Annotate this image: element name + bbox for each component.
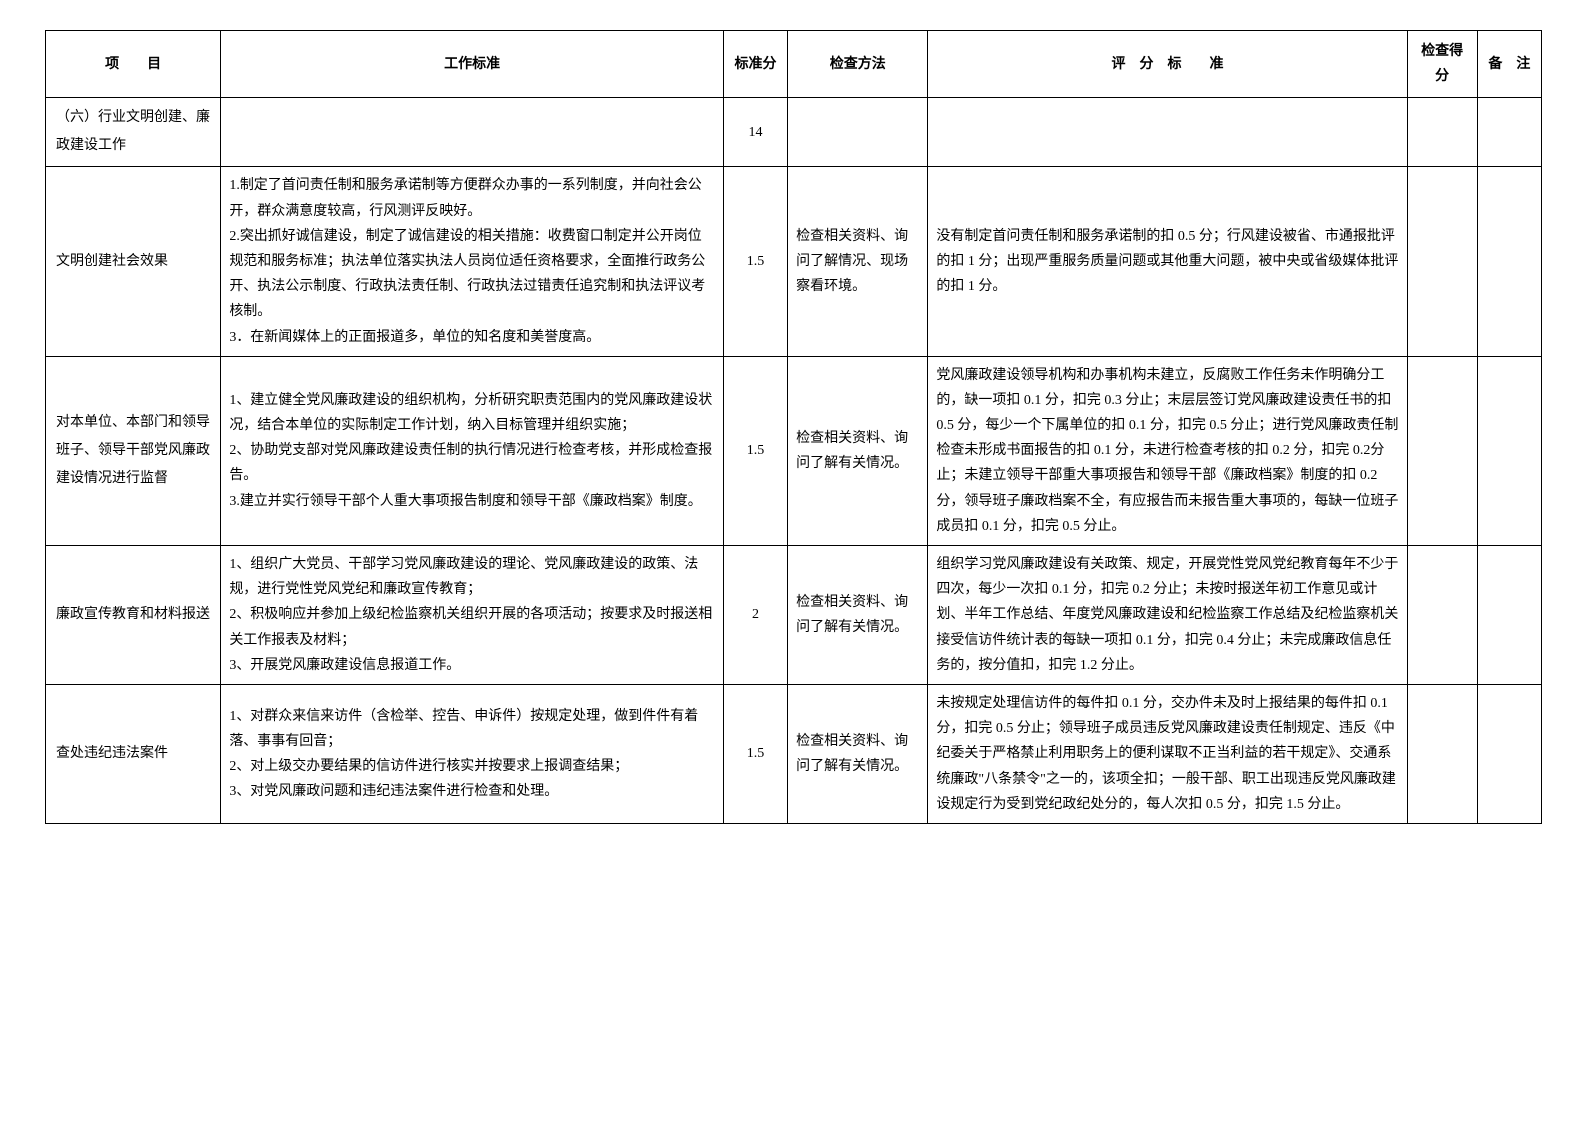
cell-standard <box>221 98 724 167</box>
cell-score: 1.5 <box>723 167 787 356</box>
assessment-table: 项 目 工作标准 标准分 检查方法 评 分 标 准 检查得分 备 注 （六）行业… <box>45 30 1542 824</box>
header-method: 检查方法 <box>788 31 928 98</box>
header-remark: 备 注 <box>1477 31 1541 98</box>
cell-standard: 1、组织广大党员、干部学习党风廉政建设的理论、党风廉政建设的政策、法规，进行党性… <box>221 546 724 685</box>
cell-item: （六）行业文明创建、廉政建设工作 <box>46 98 221 167</box>
cell-score: 1.5 <box>723 356 787 545</box>
cell-method: 检查相关资料、询问了解有关情况。 <box>788 546 928 685</box>
cell-method: 检查相关资料、询问了解情况、现场察看环境。 <box>788 167 928 356</box>
header-item: 项 目 <box>46 31 221 98</box>
header-row: 项 目 工作标准 标准分 检查方法 评 分 标 准 检查得分 备 注 <box>46 31 1542 98</box>
header-standard: 工作标准 <box>221 31 724 98</box>
cell-standard: 1、对群众来信来访件（含检举、控告、申诉件）按规定处理，做到件件有着落、事事有回… <box>221 684 724 823</box>
cell-remark <box>1477 546 1541 685</box>
cell-remark <box>1477 684 1541 823</box>
header-result: 检查得分 <box>1407 31 1477 98</box>
cell-criteria: 党风廉政建设领导机构和办事机构未建立，反腐败工作任务未作明确分工的，缺一项扣 0… <box>928 356 1407 545</box>
cell-remark <box>1477 356 1541 545</box>
table-row: 对本单位、本部门和领导班子、领导干部党风廉政建设情况进行监督 1、建立健全党风廉… <box>46 356 1542 545</box>
cell-method: 检查相关资料、询问了解有关情况。 <box>788 684 928 823</box>
cell-score: 14 <box>723 98 787 167</box>
cell-standard: 1、建立健全党风廉政建设的组织机构，分析研究职责范围内的党风廉政建设状况，结合本… <box>221 356 724 545</box>
cell-remark <box>1477 98 1541 167</box>
cell-item: 查处违纪违法案件 <box>46 684 221 823</box>
cell-item: 文明创建社会效果 <box>46 167 221 356</box>
table-body: （六）行业文明创建、廉政建设工作 14 文明创建社会效果 1.制定了首问责任制和… <box>46 98 1542 824</box>
table-row: 文明创建社会效果 1.制定了首问责任制和服务承诺制等方便群众办事的一系列制度，并… <box>46 167 1542 356</box>
cell-criteria <box>928 98 1407 167</box>
cell-method: 检查相关资料、询问了解有关情况。 <box>788 356 928 545</box>
cell-result <box>1407 684 1477 823</box>
cell-item: 对本单位、本部门和领导班子、领导干部党风廉政建设情况进行监督 <box>46 356 221 545</box>
cell-method <box>788 98 928 167</box>
cell-result <box>1407 167 1477 356</box>
table-row: 廉政宣传教育和材料报送 1、组织广大党员、干部学习党风廉政建设的理论、党风廉政建… <box>46 546 1542 685</box>
cell-result <box>1407 356 1477 545</box>
cell-criteria: 没有制定首问责任制和服务承诺制的扣 0.5 分；行风建设被省、市通报批评的扣 1… <box>928 167 1407 356</box>
cell-criteria: 组织学习党风廉政建设有关政策、规定，开展党性党风党纪教育每年不少于四次，每少一次… <box>928 546 1407 685</box>
cell-score: 1.5 <box>723 684 787 823</box>
table-row: 查处违纪违法案件 1、对群众来信来访件（含检举、控告、申诉件）按规定处理，做到件… <box>46 684 1542 823</box>
cell-item: 廉政宣传教育和材料报送 <box>46 546 221 685</box>
cell-result <box>1407 546 1477 685</box>
cell-remark <box>1477 167 1541 356</box>
table-row: （六）行业文明创建、廉政建设工作 14 <box>46 98 1542 167</box>
header-criteria: 评 分 标 准 <box>928 31 1407 98</box>
cell-criteria: 未按规定处理信访件的每件扣 0.1 分，交办件未及时上报结果的每件扣 0.1 分… <box>928 684 1407 823</box>
cell-standard: 1.制定了首问责任制和服务承诺制等方便群众办事的一系列制度，并向社会公开，群众满… <box>221 167 724 356</box>
cell-result <box>1407 98 1477 167</box>
header-score: 标准分 <box>723 31 787 98</box>
cell-score: 2 <box>723 546 787 685</box>
